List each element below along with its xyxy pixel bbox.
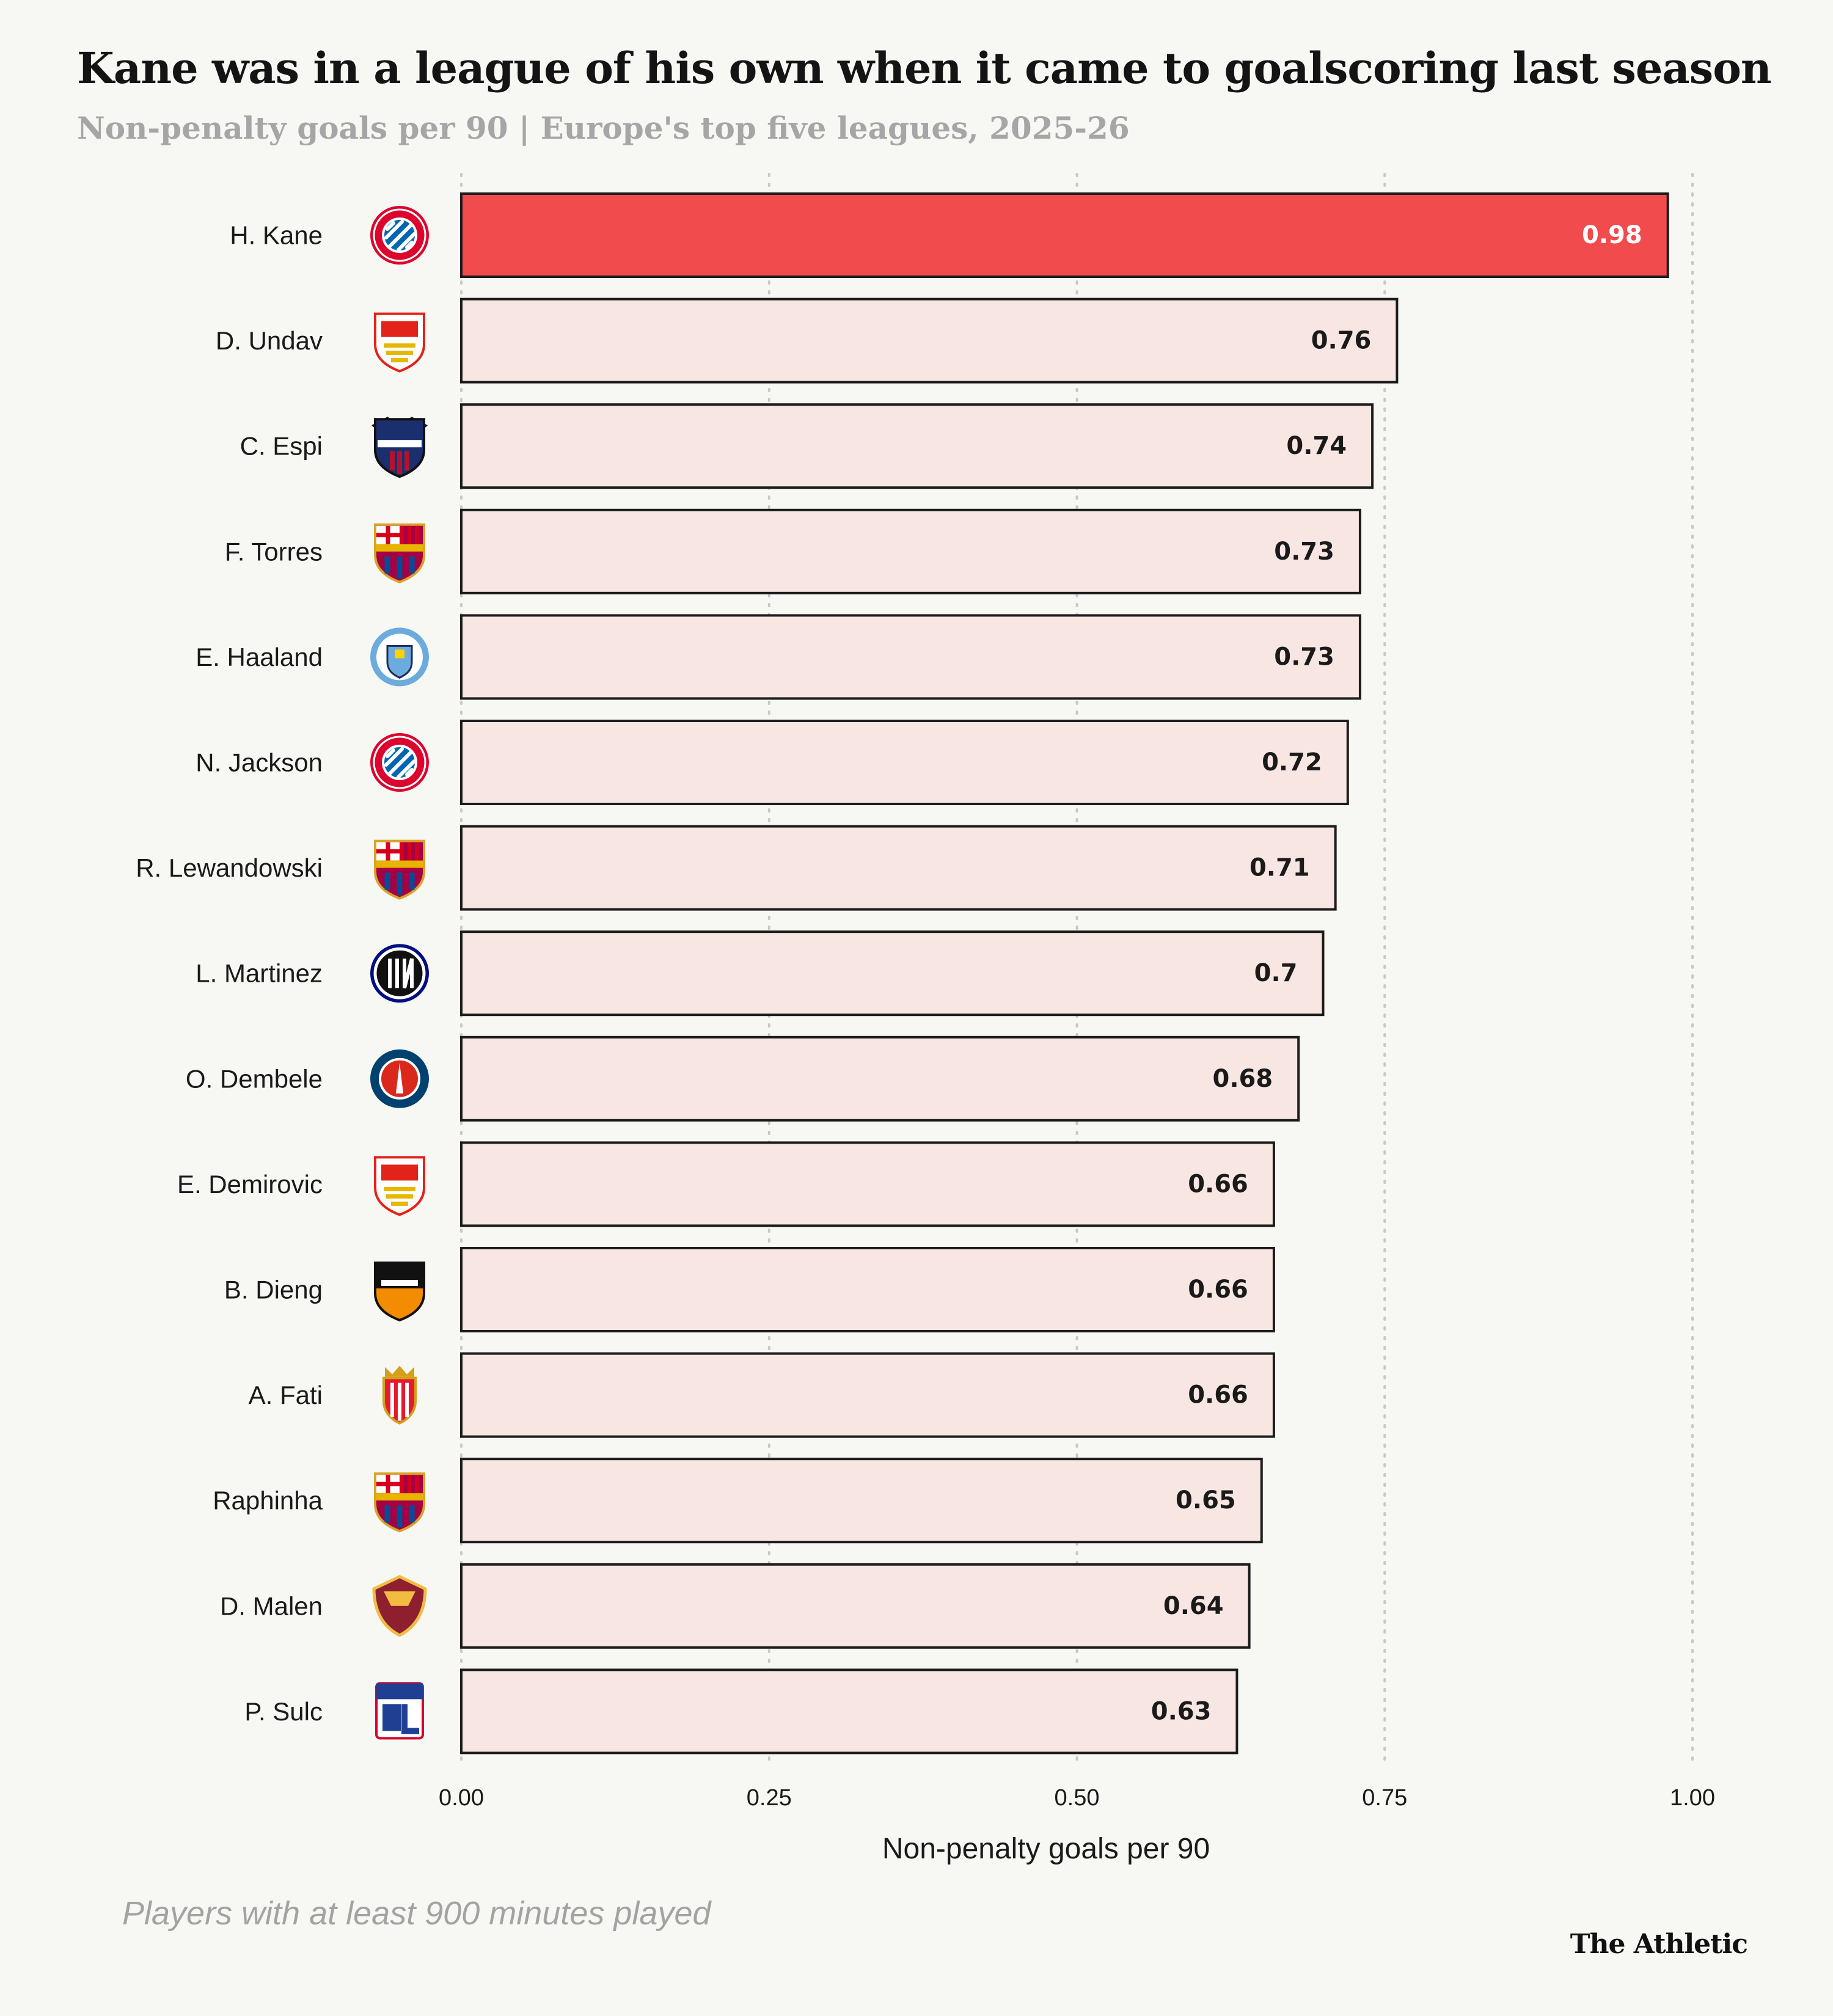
player-label: O. Dembele xyxy=(186,1064,323,1093)
player-label: E. Haaland xyxy=(196,643,323,671)
value-label: 0.65 xyxy=(1176,1486,1236,1514)
olympique-lyonnais-crest-icon xyxy=(375,1682,424,1740)
value-label: 0.66 xyxy=(1188,1170,1248,1198)
player-label: N. Jackson xyxy=(196,748,323,777)
bar xyxy=(460,720,1349,805)
fc-lorient-crest-icon xyxy=(374,1262,425,1322)
footnote: Players with at least 900 minutes played xyxy=(122,1895,711,1932)
player-label: H. Kane xyxy=(230,221,323,250)
player-label: D. Undav xyxy=(216,326,323,355)
as-roma-crest-icon xyxy=(372,1575,427,1637)
value-label: 0.74 xyxy=(1286,432,1347,460)
value-label: 0.72 xyxy=(1262,748,1322,776)
vfb-stuttgart-crest-icon xyxy=(374,312,425,373)
value-labels: 0.98 0.76 0.74 0.73 0.73 0.72 0.71 0.7 0.68 0.66 0… xyxy=(1151,221,1642,1725)
chart-title: Kane was in a league of his own when it … xyxy=(77,43,1772,93)
chart-subtitle: Non-penalty goals per 90 | Europe's top … xyxy=(77,110,1130,146)
levante-crest-icon xyxy=(371,417,428,478)
manchester-city-crest-icon xyxy=(370,627,429,687)
value-label: 0.71 xyxy=(1249,854,1310,882)
x-tick-label: 0.25 xyxy=(747,1785,792,1811)
bar xyxy=(460,1141,1275,1227)
as-monaco-crest-icon xyxy=(382,1365,417,1425)
value-label: 0.7 xyxy=(1254,959,1298,987)
bayern-munich-crest-icon xyxy=(370,733,429,792)
bar xyxy=(460,1563,1251,1649)
bars xyxy=(460,192,1669,1755)
value-label: 0.76 xyxy=(1311,327,1372,355)
player-label: B. Dieng xyxy=(224,1276,323,1304)
value-label: 0.68 xyxy=(1212,1065,1273,1093)
x-axis-ticks: 0.00 0.25 0.50 0.75 1.00 xyxy=(439,1785,1715,1811)
value-label: 0.98 xyxy=(1582,221,1642,249)
bar xyxy=(460,1668,1238,1755)
vfb-stuttgart-crest-icon xyxy=(374,1156,425,1216)
bar xyxy=(460,1458,1263,1544)
value-label: 0.66 xyxy=(1188,1276,1248,1304)
fc-barcelona-crest-icon xyxy=(374,1472,425,1533)
x-tick-label: 0.50 xyxy=(1055,1785,1100,1811)
value-label: 0.64 xyxy=(1163,1592,1224,1620)
publisher-logo: The Athletic xyxy=(1570,1929,1748,1960)
bar xyxy=(460,192,1669,278)
club-crests xyxy=(370,206,429,1740)
player-labels: H. Kane D. Undav C. Espi F. Torres E. Haalan… xyxy=(136,221,323,1726)
x-axis-title: Non-penalty goals per 90 xyxy=(882,1833,1210,1865)
x-tick-label: 0.75 xyxy=(1362,1785,1407,1811)
bar xyxy=(460,930,1325,1017)
inter-milan-crest-icon xyxy=(370,944,429,1003)
bar xyxy=(460,403,1374,489)
x-tick-label: 0.00 xyxy=(439,1785,484,1811)
bar xyxy=(460,614,1361,700)
player-label: P. Sulc xyxy=(244,1697,323,1726)
bayern-munich-crest-icon xyxy=(370,206,429,265)
fc-barcelona-crest-icon xyxy=(374,523,425,583)
bar xyxy=(460,1352,1275,1438)
player-label: C. Espi xyxy=(240,432,323,461)
player-label: E. Demirovic xyxy=(177,1170,323,1199)
bar xyxy=(460,298,1399,384)
player-label: A. Fati xyxy=(249,1381,323,1409)
bar xyxy=(460,1035,1300,1122)
x-tick-label: 1.00 xyxy=(1670,1785,1715,1811)
player-label: L. Martinez xyxy=(196,959,323,988)
player-label: Raphinha xyxy=(213,1486,323,1515)
value-label: 0.73 xyxy=(1274,538,1334,566)
player-label: F. Torres xyxy=(225,537,323,566)
value-label: 0.63 xyxy=(1151,1697,1212,1725)
bar xyxy=(460,1247,1275,1332)
value-label: 0.66 xyxy=(1188,1381,1248,1409)
player-label: R. Lewandowski xyxy=(136,853,323,882)
fc-barcelona-crest-icon xyxy=(374,839,425,900)
psg-crest-icon xyxy=(370,1049,429,1108)
bar xyxy=(460,825,1337,911)
value-label: 0.73 xyxy=(1274,643,1334,671)
player-label: D. Malen xyxy=(220,1591,323,1620)
bar xyxy=(460,508,1361,594)
